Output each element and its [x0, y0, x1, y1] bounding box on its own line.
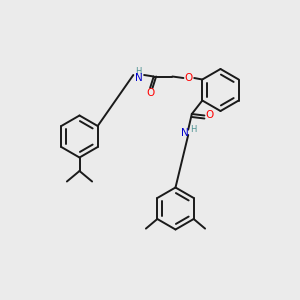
Text: N: N	[135, 73, 142, 83]
Text: H: H	[190, 124, 197, 134]
Text: O: O	[185, 73, 193, 83]
Text: O: O	[146, 88, 154, 98]
Text: H: H	[136, 67, 142, 76]
Text: N: N	[181, 128, 188, 138]
Text: O: O	[206, 110, 214, 121]
